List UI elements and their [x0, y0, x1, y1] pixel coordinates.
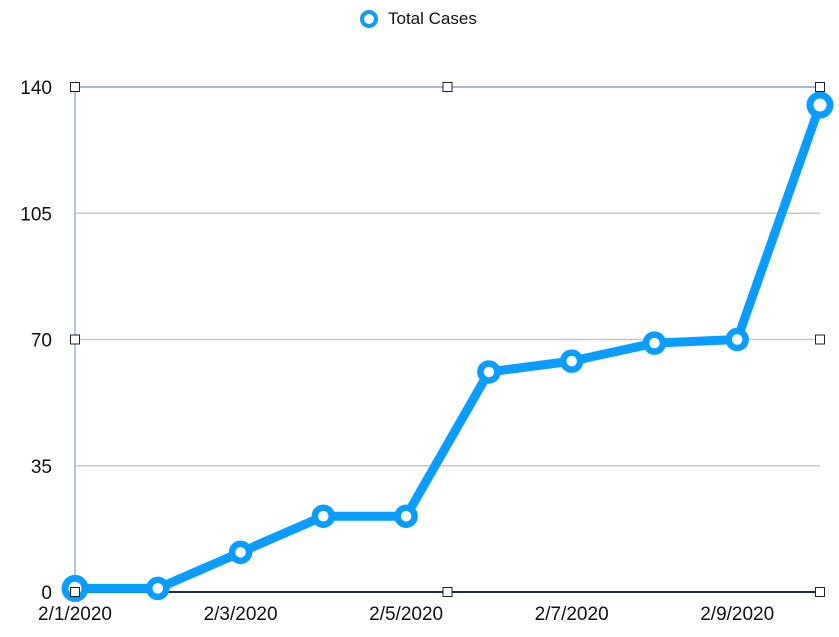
legend-label: Total Cases — [388, 9, 477, 28]
data-point — [642, 331, 667, 355]
x-tick-label: 2/9/2020 — [700, 604, 774, 625]
selection-handle — [70, 587, 80, 597]
data-point — [477, 360, 501, 384]
x-tick-label: 2/3/2020 — [204, 604, 278, 625]
y-tick-label: 105 — [20, 204, 52, 225]
selection-handle — [70, 334, 80, 345]
legend: Total Cases — [360, 9, 477, 29]
y-tick-label: 70 — [31, 331, 52, 352]
x-tick-label: 2/5/2020 — [369, 604, 443, 625]
selection-handle — [442, 587, 453, 597]
selection-handle — [815, 334, 825, 345]
series-line-total-cases — [70, 100, 825, 593]
y-tick-label: 35 — [31, 457, 52, 478]
data-point — [228, 540, 253, 565]
selection-handle — [70, 82, 80, 92]
data-point — [725, 327, 749, 352]
data-point — [394, 504, 418, 528]
y-tick-label: 140 — [20, 78, 52, 99]
data-point — [311, 504, 336, 528]
x-tick-label: 2/7/2020 — [535, 604, 609, 625]
legend-marker-icon — [360, 10, 378, 28]
y-tick-label: 0 — [41, 583, 52, 604]
x-tick-label: 2/1/2020 — [38, 604, 112, 625]
data-point — [806, 91, 834, 119]
selection-handle — [815, 82, 825, 92]
selection-handle — [815, 587, 825, 597]
data-point — [146, 576, 170, 601]
selection-handle — [442, 82, 453, 92]
data-point — [559, 349, 584, 373]
